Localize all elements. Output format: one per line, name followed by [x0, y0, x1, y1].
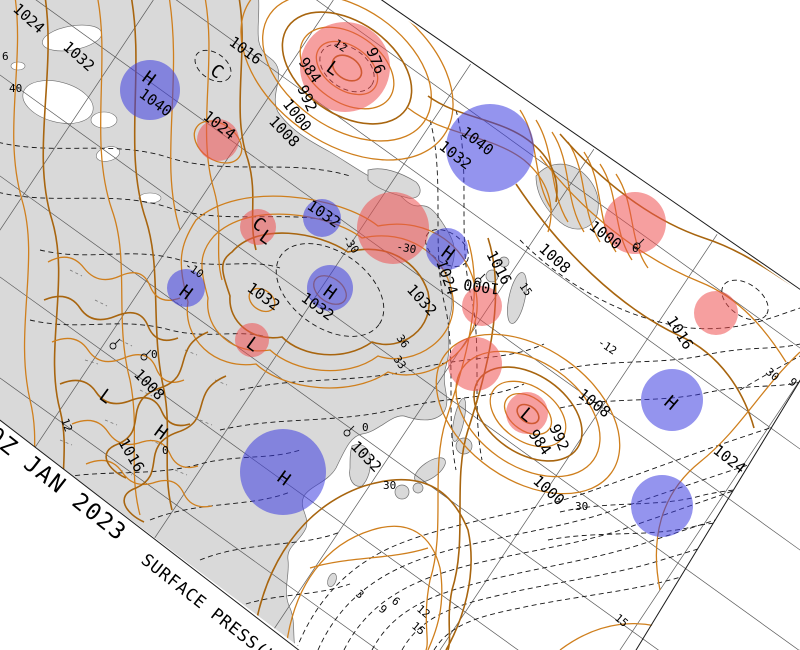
- contour-label: 6: [2, 50, 9, 63]
- map-boundary-upper-right: [380, 0, 800, 290]
- graticule-line: [0, 0, 800, 493]
- high-center-marker: [307, 265, 353, 311]
- low-center-marker: [300, 22, 390, 112]
- graticule-line: [0, 334, 800, 650]
- station-tick-icon: [479, 273, 486, 280]
- low-center-marker: [357, 192, 429, 264]
- island-novaya-zemlya: [367, 168, 421, 199]
- island-kyushu: [394, 484, 410, 500]
- isobar-label: 1000: [462, 275, 500, 298]
- graticule-line: [0, 0, 154, 650]
- high-center-marker: [120, 60, 180, 120]
- island-sakhalin: [451, 398, 467, 442]
- high-center-marker: [167, 269, 205, 307]
- contour-label: 0: [162, 444, 169, 457]
- contour-label: 12: [58, 417, 75, 434]
- island-kamchatka: [507, 272, 527, 324]
- contour-label: -30: [395, 240, 417, 256]
- graticule-line: [0, 0, 800, 392]
- station-circle-icon: [633, 242, 641, 250]
- station-circle-icon: [474, 277, 482, 285]
- station-circle-icon: [343, 429, 351, 437]
- high-center-marker: [631, 475, 693, 537]
- station-tick-icon: [348, 425, 355, 432]
- graticule-line: [0, 233, 800, 650]
- contour-label: 33: [391, 353, 409, 371]
- island-taiwan: [327, 572, 337, 588]
- station-circle-icon: [140, 353, 148, 361]
- contour-label: 12: [331, 37, 349, 55]
- map-boundary-lower-left: [0, 419, 300, 650]
- island-shikoku: [412, 482, 424, 494]
- graticule-line: [0, 31, 800, 650]
- low-center-marker: [240, 209, 276, 245]
- graticule-line: [0, 0, 514, 650]
- contour-label: 0: [362, 421, 369, 434]
- contour-label: 40: [9, 82, 22, 95]
- station-circle-icon: [109, 342, 117, 350]
- high-center-marker: [426, 228, 468, 270]
- contour-label: 36: [394, 332, 412, 350]
- low-center-marker: [506, 392, 548, 434]
- station-tick-icon: [638, 238, 645, 245]
- station-tick-icon: [114, 338, 121, 345]
- low-center-marker: [462, 286, 502, 326]
- graticule-line: [0, 132, 800, 650]
- graticule-line: [473, 0, 800, 650]
- contour-label: 30: [383, 479, 396, 492]
- lake: [138, 192, 162, 204]
- high-center-marker: [446, 104, 534, 192]
- high-center-marker: [240, 429, 326, 515]
- low-center-marker: [604, 192, 666, 254]
- lake: [22, 80, 94, 124]
- high-center-marker: [641, 369, 703, 431]
- low-center-marker: [448, 337, 502, 391]
- lake: [90, 111, 118, 129]
- low-center-marker: [197, 119, 239, 161]
- island: [498, 256, 510, 268]
- map-boundary-right: [635, 379, 800, 650]
- contour-label: 15: [517, 280, 535, 298]
- low-center-marker: [694, 291, 738, 335]
- contour-label: 30: [575, 500, 588, 513]
- station-marks: [109, 238, 645, 437]
- lake: [10, 61, 26, 71]
- station-tick-icon: [145, 349, 152, 356]
- low-center-marker: [235, 323, 269, 357]
- high-center-marker: [303, 199, 341, 237]
- pressure-center-markers: [120, 22, 738, 537]
- contour-label: 0: [151, 348, 158, 361]
